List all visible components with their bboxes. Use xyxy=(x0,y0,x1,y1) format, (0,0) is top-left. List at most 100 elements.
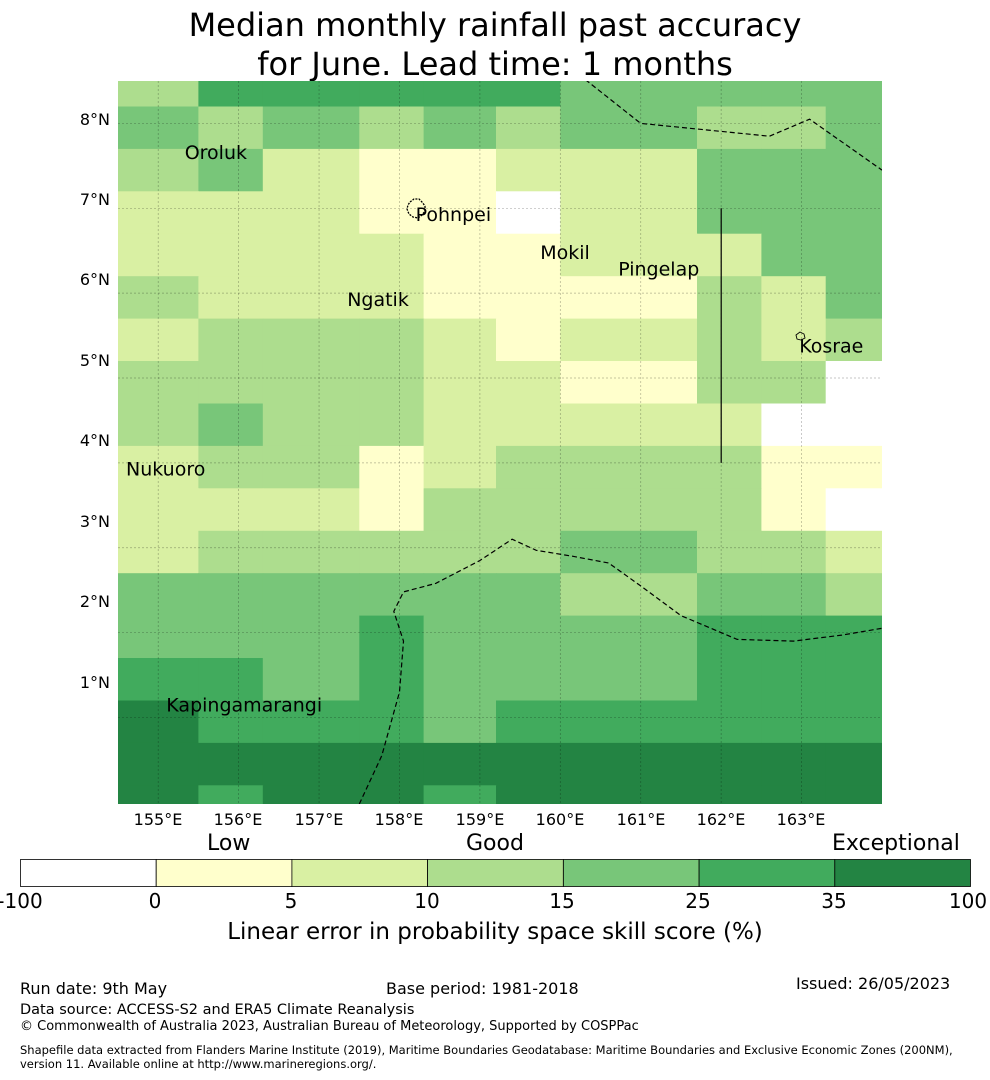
grid-cell xyxy=(262,81,360,108)
grid-cell xyxy=(560,276,698,320)
lon-tick-label: 160°E xyxy=(535,810,585,829)
grid-cell xyxy=(118,573,199,617)
grid-cell xyxy=(761,106,827,150)
title-line-1: Median monthly rainfall past accuracy xyxy=(188,6,802,44)
grid-cell xyxy=(761,785,827,804)
grid-cell xyxy=(359,191,425,235)
colorbar-segment xyxy=(427,859,564,887)
grid-cell xyxy=(198,615,264,659)
grid-cell xyxy=(697,615,762,659)
grid-cell xyxy=(262,573,360,617)
grid-cell xyxy=(118,233,199,277)
grid-cell xyxy=(496,785,561,804)
grid-cell xyxy=(359,445,425,489)
place-label: Nukuoro xyxy=(126,459,205,481)
place-label: Ngatik xyxy=(347,289,409,311)
lat-tick-label: 1°N xyxy=(79,673,110,692)
lat-tick-label: 7°N xyxy=(79,190,110,209)
grid-cell xyxy=(697,658,762,701)
grid-cell xyxy=(761,318,827,362)
grid-cell xyxy=(761,658,827,701)
grid-cell xyxy=(423,445,497,489)
place-label: Oroluk xyxy=(185,142,247,164)
colorbar-tick: 100 xyxy=(948,889,988,913)
grid-cell xyxy=(761,700,827,744)
grid-cell xyxy=(359,81,425,108)
grid-cell xyxy=(761,191,827,235)
grid-cell xyxy=(560,106,698,150)
grid-cell xyxy=(423,700,497,744)
grid-cell xyxy=(262,488,360,532)
lon-tick-label: 155°E xyxy=(133,810,183,829)
grid-cell xyxy=(198,530,264,574)
grid-cell xyxy=(761,81,827,108)
grid-cell xyxy=(423,615,497,659)
grid-cell xyxy=(697,361,762,404)
place-label: Kapingamarangi xyxy=(166,695,322,717)
grid-cell xyxy=(496,658,561,701)
lat-tick-label: 5°N xyxy=(79,351,110,370)
grid-cell xyxy=(825,573,882,617)
run-date: Run date: 9th May xyxy=(20,979,168,998)
colorbar-title: Linear error in probability space skill … xyxy=(227,919,763,945)
lon-tick-label: 161°E xyxy=(616,810,666,829)
grid-cell xyxy=(359,742,425,786)
lat-tick-label: 3°N xyxy=(79,512,110,531)
grid-cell xyxy=(496,573,561,617)
grid-cell xyxy=(496,403,561,447)
grid-cell xyxy=(697,106,762,150)
pohnpei-island-outline xyxy=(406,198,426,219)
chart-title: Median monthly rainfall past accuracy fo… xyxy=(0,6,990,84)
grid-cell xyxy=(118,191,199,235)
grid-cell xyxy=(198,191,264,235)
grid-cell xyxy=(697,318,762,362)
grid-cell xyxy=(825,658,882,701)
grid-cell xyxy=(423,403,497,447)
grid-cell xyxy=(825,148,882,192)
data-source: Data source: ACCESS-S2 and ERA5 Climate … xyxy=(20,1002,415,1018)
grid-cell xyxy=(198,742,264,786)
lon-tick-label: 163°E xyxy=(776,810,826,829)
grid-cell xyxy=(262,403,360,447)
lon-tick-label: 162°E xyxy=(696,810,746,829)
colorbar xyxy=(20,859,971,887)
grid-cell xyxy=(118,615,199,659)
grid-cell xyxy=(359,106,425,150)
grid-cell xyxy=(560,530,698,574)
colorbar-tick: 15 xyxy=(549,889,575,913)
lat-tick-label: 8°N xyxy=(79,110,110,129)
grid-cell xyxy=(697,403,762,447)
grid-cell xyxy=(560,658,698,701)
grid-cell xyxy=(697,530,762,574)
colorbar-tick: 25 xyxy=(685,889,711,913)
grid-cell xyxy=(118,488,199,532)
grid-cell xyxy=(697,445,762,489)
grid-cell xyxy=(761,233,827,277)
colorbar-segment xyxy=(563,859,700,887)
grid-cell xyxy=(825,700,882,744)
grid-cell xyxy=(423,742,497,786)
grid-cell xyxy=(118,658,199,701)
grid-cell xyxy=(359,530,425,574)
grid-cell xyxy=(359,615,425,659)
grid-cell xyxy=(359,403,425,447)
grid-cell xyxy=(560,488,698,532)
grid-cell xyxy=(825,785,882,804)
grid-cell xyxy=(825,488,882,532)
grid-cell xyxy=(262,233,360,277)
grid-cell xyxy=(825,318,882,362)
grid-cell xyxy=(262,530,360,574)
grid-cell xyxy=(359,658,425,701)
grid-cell xyxy=(697,700,762,744)
grid-cell xyxy=(198,488,264,532)
grid-cell xyxy=(825,530,882,574)
grid-cell xyxy=(198,148,264,192)
grid-cell xyxy=(560,361,698,404)
grid-cell xyxy=(423,785,497,804)
place-label: Pingelap xyxy=(618,258,699,280)
grid-cell xyxy=(560,148,698,192)
grid-cell xyxy=(825,191,882,235)
colorbar-tick: 0 xyxy=(148,889,162,913)
grid-cell xyxy=(560,742,698,786)
grid-cell xyxy=(262,658,360,701)
